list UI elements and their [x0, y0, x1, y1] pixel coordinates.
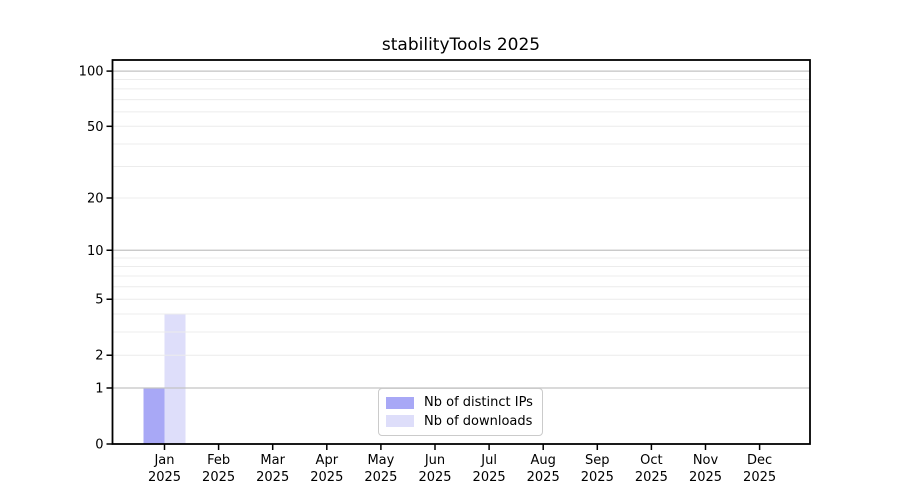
x-tick-label-year: 2025 [527, 470, 560, 485]
x-tick-label-month: May [367, 453, 394, 468]
y-tick-label: 2 [95, 349, 103, 364]
x-tick-label-year: 2025 [256, 470, 289, 485]
x-tick-label-year: 2025 [202, 470, 235, 485]
legend-label-downloads: Nb of downloads [424, 413, 533, 429]
x-tick-label-month: Jun [424, 453, 445, 468]
x-tick-label-month: Jan [153, 453, 174, 468]
y-tick-label: 100 [79, 65, 104, 80]
x-tick-label-year: 2025 [635, 470, 668, 485]
bar-downloads-jan [164, 313, 186, 444]
x-tick-label-month: Feb [207, 453, 230, 468]
x-tick-label-month: Oct [640, 453, 662, 468]
legend-swatch-downloads [386, 415, 414, 428]
legend: Nb of distinct IPs Nb of downloads [378, 388, 543, 436]
x-tick-label-year: 2025 [473, 470, 506, 485]
x-tick-label-year: 2025 [743, 470, 776, 485]
y-tick-label: 10 [87, 244, 104, 259]
x-tick-label-year: 2025 [364, 470, 397, 485]
x-tick-label-year: 2025 [418, 470, 451, 485]
chart-title: stabilityTools 2025 [381, 35, 541, 55]
plot-border [111, 59, 811, 445]
x-tick-label-year: 2025 [581, 470, 614, 485]
x-tick-label-year: 2025 [148, 470, 181, 485]
bar-distinct-ips-jan [143, 387, 165, 444]
y-tick-label: 50 [87, 120, 104, 135]
x-tick-label-month: Mar [260, 453, 285, 468]
x-tick-label-month: Jul [480, 453, 497, 468]
x-tick-label-month: Dec [747, 453, 772, 468]
x-tick-label-month: Aug [531, 453, 556, 468]
x-tick-label-year: 2025 [689, 470, 722, 485]
y-tick-label: 0 [95, 438, 103, 453]
x-tick-label-month: Apr [316, 453, 339, 468]
x-tick-label-month: Sep [585, 453, 610, 468]
y-tick-label: 20 [87, 192, 104, 207]
legend-item-downloads: Nb of downloads [386, 414, 536, 429]
y-tick-label: 1 [95, 381, 103, 396]
legend-label-distinct-ips: Nb of distinct IPs [424, 395, 533, 411]
legend-swatch-distinct-ips [386, 396, 414, 409]
x-tick-label-year: 2025 [310, 470, 343, 485]
y-tick-label: 5 [95, 293, 103, 308]
legend-item-distinct-ips: Nb of distinct IPs [386, 395, 536, 410]
x-tick-label-month: Nov [693, 453, 719, 468]
